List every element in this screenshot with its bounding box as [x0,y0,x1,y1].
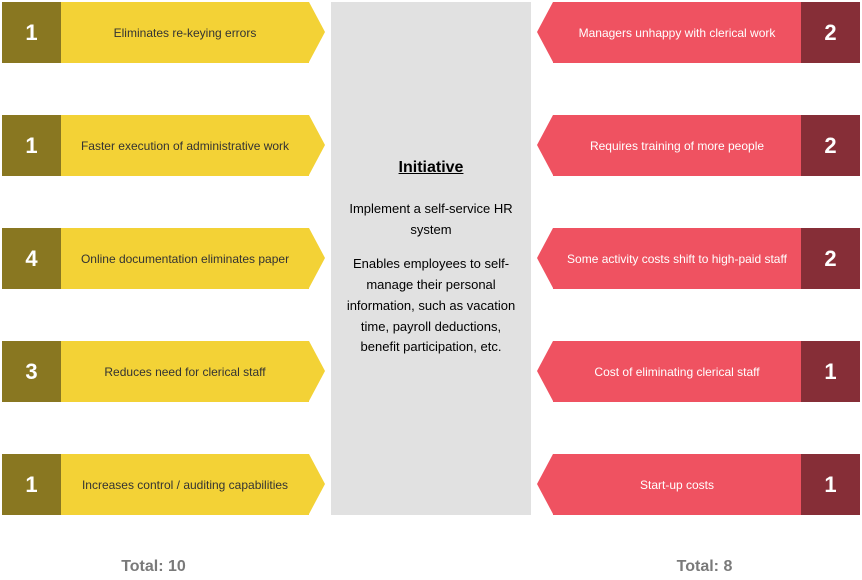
pro-row: 1Eliminates re-keying errors [2,2,309,63]
con-score: 1 [801,454,860,515]
cons-total: Total: 8 [551,558,858,576]
con-score: 1 [801,341,860,402]
pro-row: 1Increases control / auditing capabiliti… [2,454,309,515]
pro-row: 1Faster execution of administrative work [2,115,309,176]
pro-score: 3 [2,341,61,402]
con-row: 1Cost of eliminating clerical staff [553,341,860,402]
con-label: Requires training of more people [553,115,801,176]
con-row: 1Start-up costs [553,454,860,515]
pro-score: 1 [2,115,61,176]
pro-score: 1 [2,454,61,515]
initiative-description: Enables employees to self-manage their p… [345,254,517,358]
arrow-tip [309,228,325,288]
con-score: 2 [801,228,860,289]
con-label: Managers unhappy with clerical work [553,2,801,63]
arrow-tip [309,341,325,401]
pro-label: Online documentation eliminates paper [61,228,309,289]
initiative-panel: Initiative Implement a self-service HR s… [331,2,531,515]
pro-label: Faster execution of administrative work [61,115,309,176]
con-row: 2Managers unhappy with clerical work [553,2,860,63]
arrow-tip [309,115,325,175]
con-label: Cost of eliminating clerical staff [553,341,801,402]
con-row: 2Some activity costs shift to high-paid … [553,228,860,289]
arrow-tip [537,2,553,62]
pro-label: Reduces need for clerical staff [61,341,309,402]
pro-label: Eliminates re-keying errors [61,2,309,63]
arrow-tip [309,2,325,62]
initiative-title: Initiative [399,159,464,177]
arrow-tip [537,454,553,514]
pro-label: Increases control / auditing capabilitie… [61,454,309,515]
pro-row: 4Online documentation eliminates paper [2,228,309,289]
initiative-subtitle: Implement a self-service HR system [345,199,517,241]
con-label: Some activity costs shift to high-paid s… [553,228,801,289]
pros-total: Total: 10 [0,558,307,576]
pro-score: 4 [2,228,61,289]
pro-score: 1 [2,2,61,63]
pro-row: 3Reduces need for clerical staff [2,341,309,402]
arrow-tip [537,228,553,288]
arrow-tip [309,454,325,514]
arrow-tip [537,341,553,401]
con-row: 2Requires training of more people [553,115,860,176]
arrow-tip [537,115,553,175]
con-score: 2 [801,115,860,176]
con-score: 2 [801,2,860,63]
con-label: Start-up costs [553,454,801,515]
